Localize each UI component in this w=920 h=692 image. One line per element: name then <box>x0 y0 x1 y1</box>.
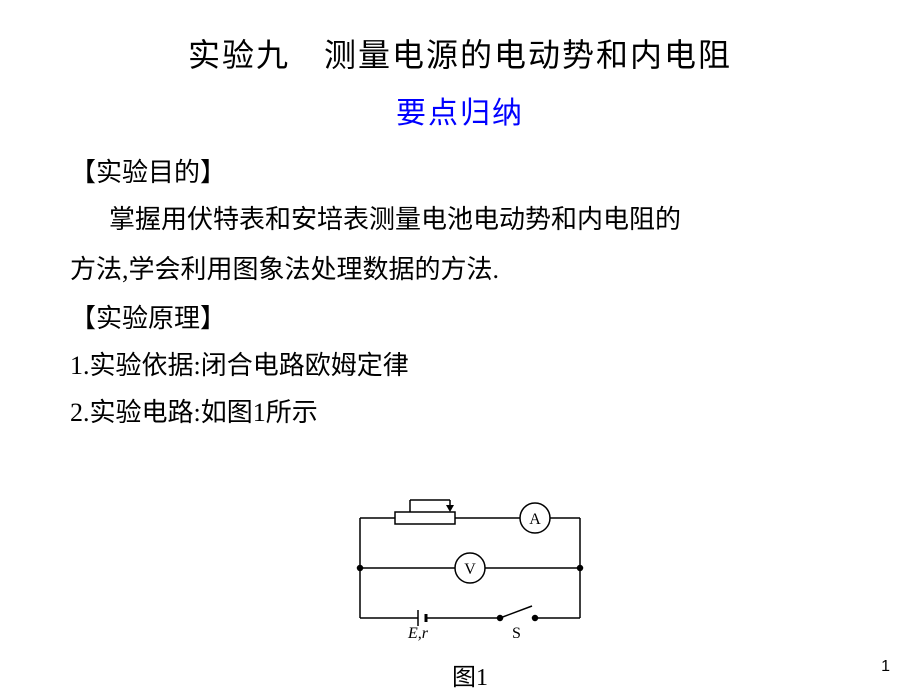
source-label: E,r <box>407 625 429 642</box>
slide-content: 实验九 测量电源的电动势和内电阻 要点归纳 【实验目的】 掌握用伏特表和安培表测… <box>0 0 920 429</box>
objective-text-line2: 方法,学会利用图象法处理数据的方法. <box>70 249 850 291</box>
circuit-diagram: A V E,r S 图1 <box>340 488 600 692</box>
switch-label: S <box>512 625 521 642</box>
ammeter-label: A <box>529 511 541 528</box>
circuit-svg: A V E,r S <box>340 488 600 648</box>
subtitle: 要点归纳 <box>70 88 850 132</box>
voltmeter-label: V <box>464 561 476 578</box>
principle-item-2: 2.实验电路:如图1所示 <box>70 392 850 429</box>
principle-header: 【实验原理】 <box>70 298 850 335</box>
objective-text-line1: 掌握用伏特表和安培表测量电池电动势和内电阻的 <box>70 199 850 241</box>
page-number: 1 <box>881 658 890 676</box>
page-title: 实验九 测量电源的电动势和内电阻 <box>70 30 850 76</box>
principle-item-1: 1.实验依据:闭合电路欧姆定律 <box>70 345 850 382</box>
objective-header: 【实验目的】 <box>70 152 850 189</box>
diagram-caption: 图1 <box>340 657 600 692</box>
